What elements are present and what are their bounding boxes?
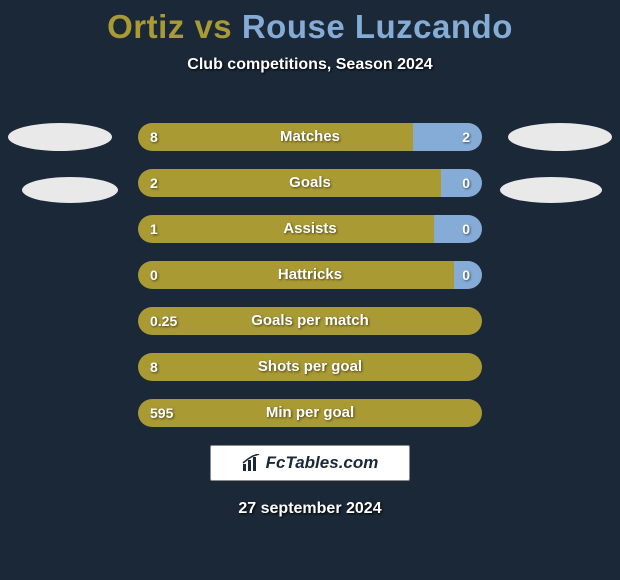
stat-label: Matches: [138, 123, 482, 151]
stat-label: Hattricks: [138, 261, 482, 289]
player-left-name: Ortiz: [107, 8, 185, 45]
stat-row: 20Goals: [138, 169, 482, 197]
stat-label: Goals: [138, 169, 482, 197]
stat-label: Shots per goal: [138, 353, 482, 381]
watermark-text: FcTables.com: [266, 453, 379, 473]
watermark: FcTables.com: [210, 445, 410, 481]
stat-row: 0.25Goals per match: [138, 307, 482, 335]
footer-date: 27 september 2024: [0, 500, 620, 518]
stat-row: 595Min per goal: [138, 399, 482, 427]
stat-row: 10Assists: [138, 215, 482, 243]
player-right-name: Rouse Luzcando: [242, 8, 513, 45]
stat-row: 82Matches: [138, 123, 482, 151]
chart-icon: [242, 454, 262, 472]
comparison-title: Ortiz vs Rouse Luzcando: [0, 0, 620, 46]
stat-row: 8Shots per goal: [138, 353, 482, 381]
player-silhouette-placeholder: [508, 123, 612, 151]
stats-bars: 82Matches 20Goals 10Assists 00Hattricks 0.25…: [138, 123, 482, 445]
competition-subtitle: Club competitions, Season 2024: [0, 56, 620, 74]
stat-row: 00Hattricks: [138, 261, 482, 289]
stat-label: Assists: [138, 215, 482, 243]
stat-label: Min per goal: [138, 399, 482, 427]
vs-word: vs: [194, 8, 232, 45]
player-silhouette-placeholder: [22, 177, 118, 203]
player-silhouette-placeholder: [8, 123, 112, 151]
player-silhouette-placeholder: [500, 177, 602, 203]
stat-label: Goals per match: [138, 307, 482, 335]
